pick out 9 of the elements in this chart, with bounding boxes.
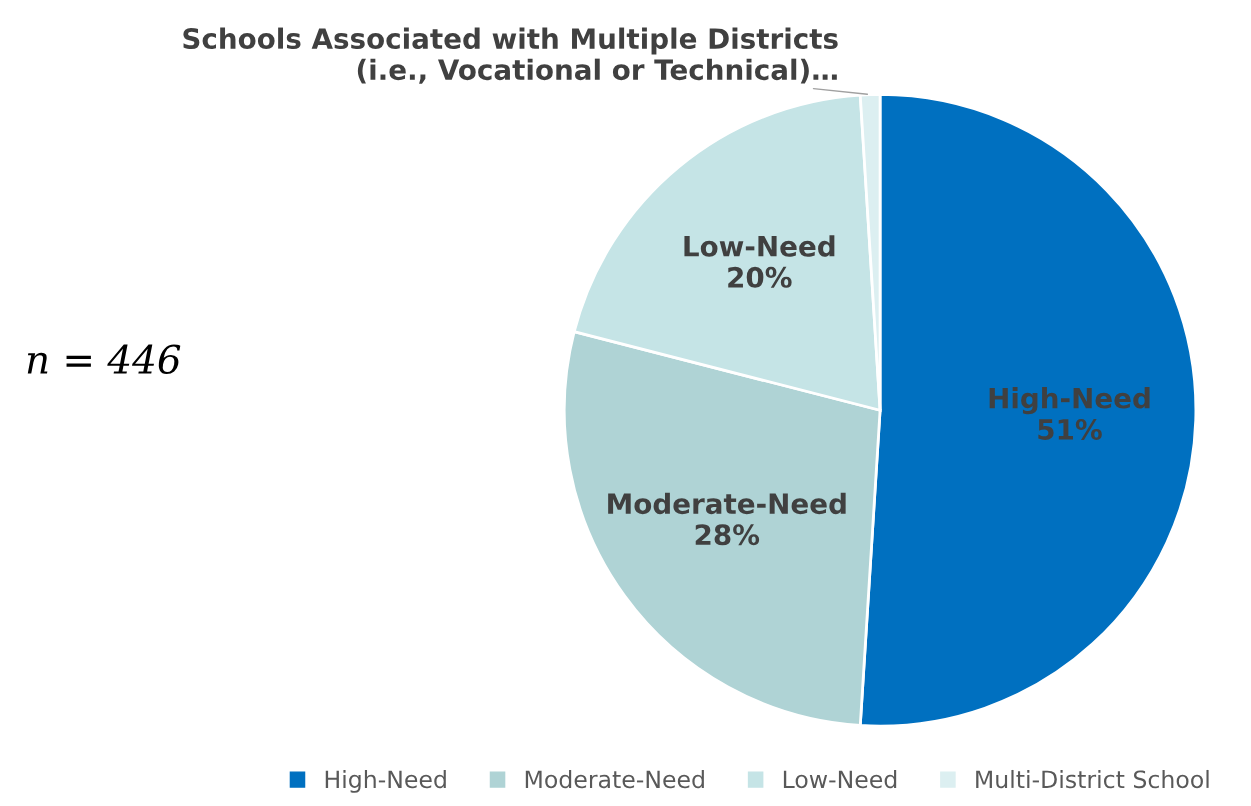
text: n = 446 — [27, 344, 181, 374]
data-label: Schools Associated with Multiple Districts (i.e., Vocational or Technical)… — [183, 27, 838, 84]
data-label: Low-Need 20% — [684, 235, 835, 288]
legend-label: Low-Need — [783, 769, 897, 789]
data-label: Moderate-Need 28% — [608, 492, 846, 546]
data-label: High-Need 51% — [989, 387, 1150, 440]
legend-label: High-Need — [325, 769, 446, 793]
legend-label: Moderate-Need — [525, 769, 704, 789]
legend-label: Multi-District School — [976, 769, 1209, 789]
